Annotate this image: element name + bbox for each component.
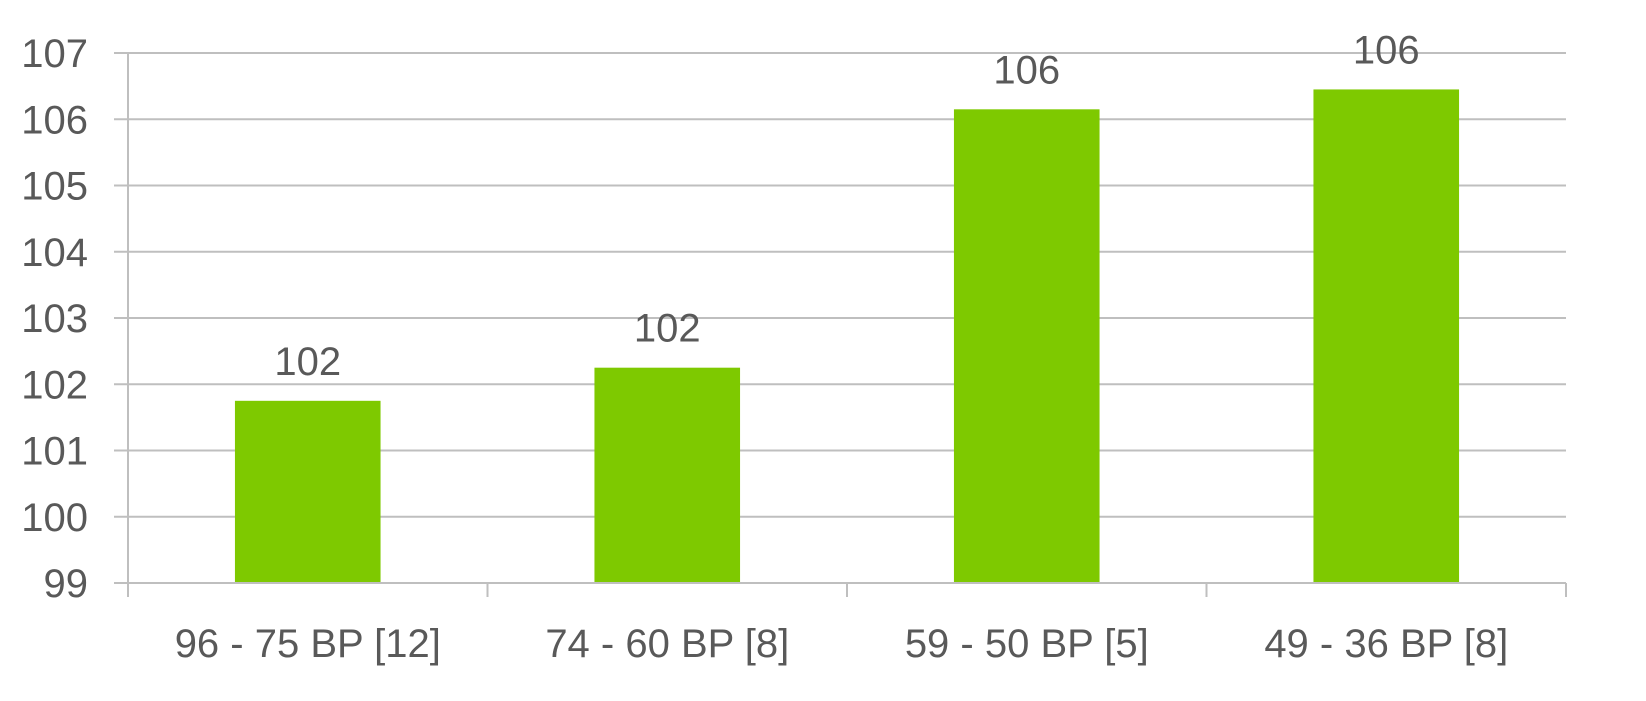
bars bbox=[234, 89, 1460, 583]
x-category-label: 74 - 60 BP [8] bbox=[545, 622, 789, 666]
bar bbox=[1313, 89, 1460, 583]
y-tick-label: 105 bbox=[21, 165, 88, 209]
x-category-label: 59 - 50 BP [5] bbox=[905, 622, 1149, 666]
data-label: 102 bbox=[274, 340, 341, 384]
data-label: 102 bbox=[634, 307, 701, 351]
y-tick-label: 100 bbox=[21, 496, 88, 540]
y-tick-label: 99 bbox=[44, 562, 89, 606]
data-labels: 102 102 106 106 bbox=[274, 28, 1419, 383]
y-tick-label: 107 bbox=[21, 32, 88, 76]
data-label: 106 bbox=[993, 48, 1060, 92]
y-tick-label: 102 bbox=[21, 363, 88, 407]
y-tick-label: 106 bbox=[21, 98, 88, 142]
x-category-label: 49 - 36 BP [8] bbox=[1264, 622, 1508, 666]
data-label: 106 bbox=[1353, 28, 1420, 72]
x-category-label: 96 - 75 BP [12] bbox=[175, 622, 441, 666]
y-tick-label: 104 bbox=[21, 231, 88, 275]
x-axis-category-labels: 96 - 75 BP [12] 74 - 60 BP [8] 59 - 50 BP … bbox=[175, 622, 1509, 666]
y-axis-tick-labels: 99 100 101 102 103 104 105 106 107 bbox=[21, 32, 88, 606]
bar bbox=[594, 367, 741, 583]
y-tick-label: 103 bbox=[21, 297, 88, 341]
bar bbox=[234, 400, 381, 583]
y-tick-label: 101 bbox=[21, 430, 88, 474]
axes bbox=[114, 53, 1567, 597]
bar bbox=[953, 109, 1100, 583]
